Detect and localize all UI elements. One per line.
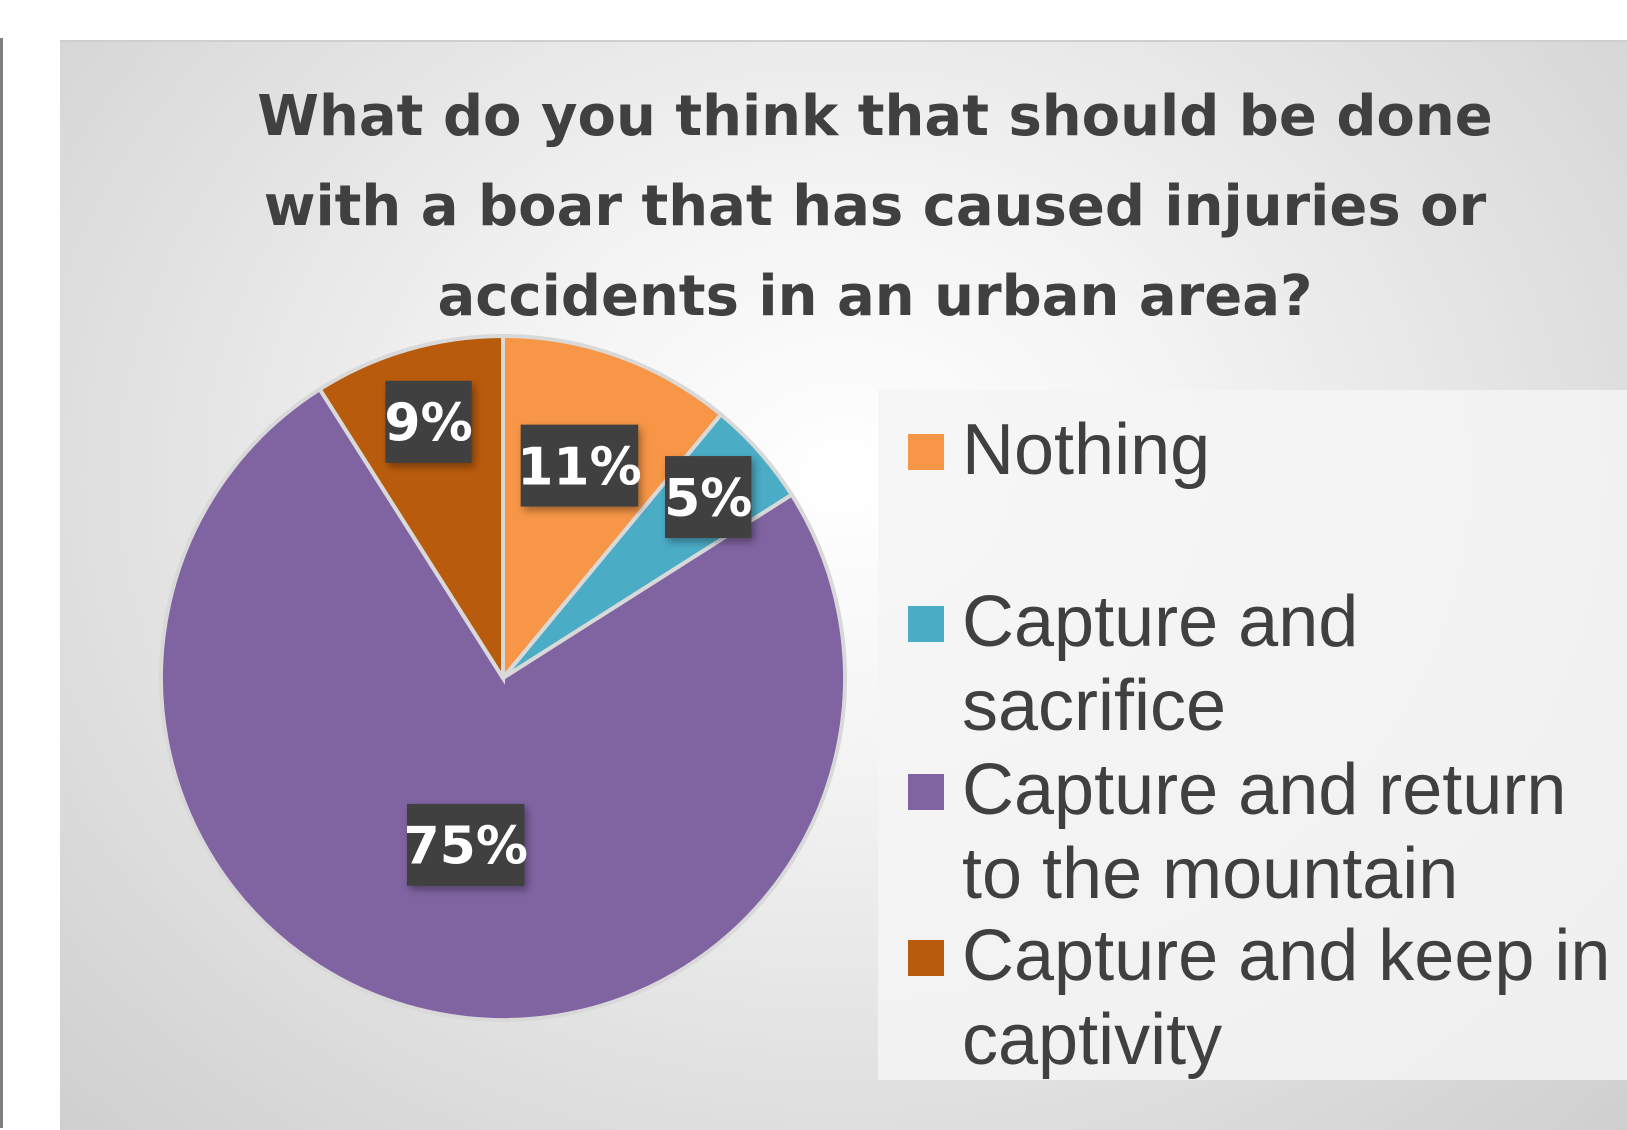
- data-label-box: [385, 380, 472, 463]
- legend-swatch-capture-and-return: [908, 774, 944, 810]
- data-label-text: 11%: [517, 437, 641, 497]
- left-border-line: [0, 38, 3, 1128]
- legend-label-capture-and-sacrifice: Capture and sacrifice: [962, 582, 1359, 746]
- data-label-box: [406, 803, 525, 886]
- legend-label-capture-and-return: Capture and return to the mountain: [962, 750, 1567, 914]
- chart-title: What do you think that should be done wi…: [257, 84, 1493, 329]
- legend-item-capture-and-sacrifice: Capture and sacrifice: [908, 580, 1627, 748]
- data-label-capture-and-sacrifice: 5%: [664, 456, 752, 539]
- legend-swatch-nothing: [908, 434, 944, 470]
- legend-item-capture-and-keep: Capture and keep in captivity: [908, 914, 1627, 1082]
- pie-slice-capture-and-return-to-the-mountain: [159, 386, 847, 1022]
- pie-slice-nothing: [501, 333, 724, 684]
- pie-chart: 11% 5% 75% 9%: [159, 333, 847, 1022]
- data-label-capture-and-return-to-the-mountain: 75%: [403, 803, 528, 886]
- legend-label-capture-and-keep: Capture and keep in captivity: [962, 916, 1611, 1080]
- legend-item-capture-and-return: Capture and return to the mountain: [908, 748, 1627, 916]
- data-label-box: [520, 424, 639, 507]
- legend: Nothing Capture and sacrifice Capture an…: [878, 390, 1627, 1080]
- legend-label-nothing: Nothing: [962, 410, 1211, 490]
- data-label-capture-and-keep-in-captivity: 9%: [384, 380, 473, 463]
- legend-item-nothing: Nothing: [908, 408, 1627, 492]
- chart-area: What do you think that should be done wi…: [60, 40, 1627, 1130]
- data-label-nothing: 11%: [517, 424, 642, 507]
- data-label-text: 9%: [384, 394, 472, 454]
- data-label-box: [665, 456, 752, 539]
- legend-swatch-capture-and-sacrifice: [908, 606, 944, 642]
- data-label-text: 75%: [403, 817, 527, 877]
- legend-swatch-capture-and-keep: [908, 940, 944, 976]
- data-label-text: 5%: [664, 469, 752, 529]
